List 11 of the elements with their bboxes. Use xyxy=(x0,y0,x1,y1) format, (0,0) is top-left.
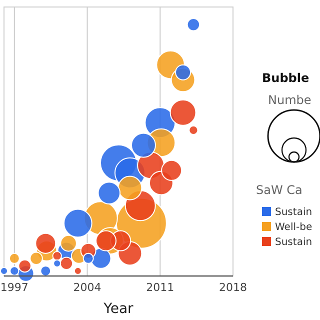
legend-label: Well-be xyxy=(275,222,312,233)
legend-label: Sustain xyxy=(275,237,312,248)
legend-label: Sustain xyxy=(275,207,312,218)
x-tick-label: 1997 xyxy=(0,281,28,294)
x-axis-title: Year xyxy=(102,301,134,317)
text: Numbe xyxy=(268,93,312,107)
x-tick-label: 2004 xyxy=(73,281,102,294)
legend-title: SaW Ca xyxy=(256,183,302,197)
x-tick-label: 2011 xyxy=(146,281,174,294)
text: Bubble xyxy=(262,71,310,85)
x-tick-label: 2018 xyxy=(219,281,247,294)
